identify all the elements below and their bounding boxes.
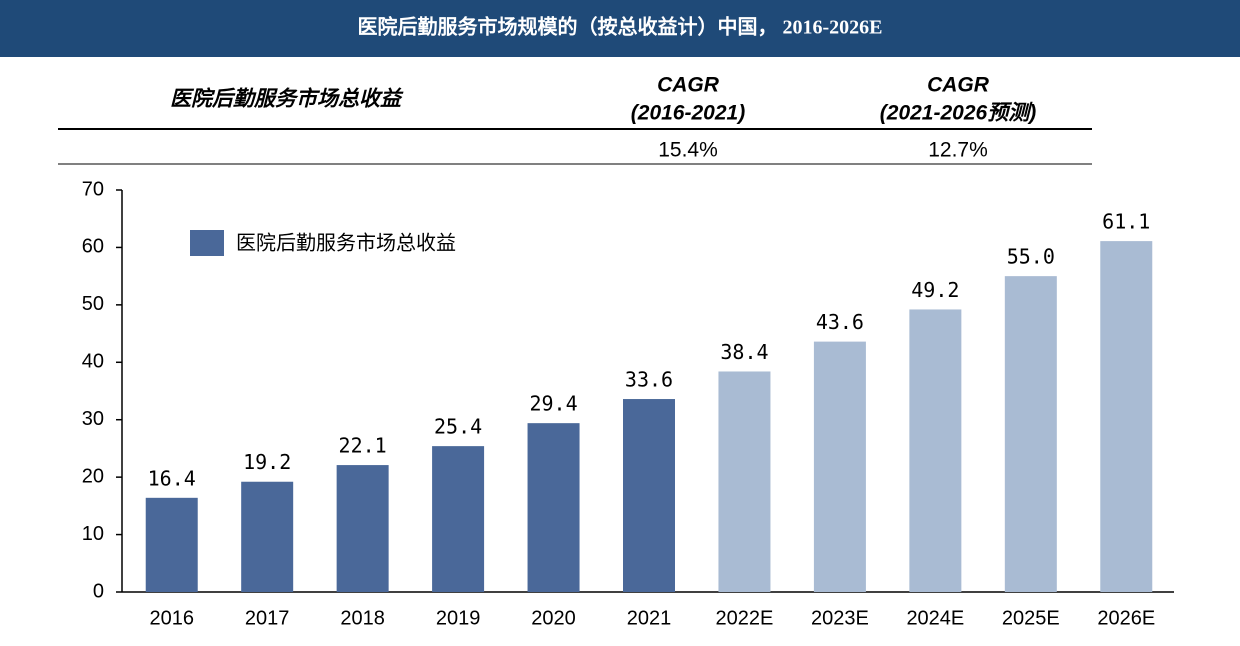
y-tick-label: 40 [82,351,104,373]
table-column-title: CAGR [927,74,990,97]
y-tick-label: 30 [82,408,104,430]
x-tick-label: 2024E [906,607,964,629]
y-tick-label: 20 [82,465,104,487]
table-column-period: (2016-2021) [631,102,745,125]
value-label: 22.1 [339,434,387,458]
value-label: 55.0 [1007,245,1055,269]
value-label: 43.6 [816,310,864,334]
legend-swatch [190,230,224,256]
bar [432,446,485,592]
x-tick-label: 2023E [811,607,869,629]
x-tick-label: 2021 [627,607,672,629]
x-tick-label: 2020 [531,607,576,629]
y-tick-label: 0 [93,580,104,602]
bar [145,497,198,592]
bar [241,481,294,592]
table-value: 15.4% [658,139,718,162]
table-value: 12.7% [928,139,988,162]
bar [909,309,962,592]
table-column-period: (2021-2026预测) [880,102,1036,125]
value-label: 33.6 [625,368,673,392]
bar [527,423,580,592]
chart-title: 医院后勤服务市场规模的（按总收益计）中国， 2016-2026E [358,15,883,39]
legend-label: 医院后勤服务市场总收益 [236,231,456,254]
bar [813,341,866,592]
y-tick-label: 60 [82,236,104,258]
header-band [0,0,1240,57]
value-label: 61.1 [1102,210,1150,234]
x-tick-label: 2022E [716,607,774,629]
x-tick-label: 2018 [340,607,385,629]
x-tick-label: 2017 [245,607,290,629]
x-tick-label: 2016 [149,607,194,629]
table-column-title: CAGR [657,74,720,97]
value-label: 25.4 [434,415,482,439]
bar [718,371,771,592]
value-label: 16.4 [148,466,196,490]
value-label: 49.2 [911,278,959,302]
table-row-label: 医院后勤服务市场总收益 [170,87,404,111]
y-tick-label: 70 [82,178,104,200]
y-tick-label: 50 [82,293,104,315]
value-label: 29.4 [529,392,577,416]
bar [1100,241,1153,592]
y-tick-label: 10 [82,523,104,545]
value-label: 19.2 [243,450,291,474]
bar [623,399,675,592]
bar [336,465,389,592]
x-tick-label: 2025E [1002,607,1060,629]
value-label: 38.4 [720,340,768,364]
bar [1004,276,1057,592]
x-tick-label: 2019 [436,607,481,629]
x-tick-label: 2026E [1097,607,1155,629]
